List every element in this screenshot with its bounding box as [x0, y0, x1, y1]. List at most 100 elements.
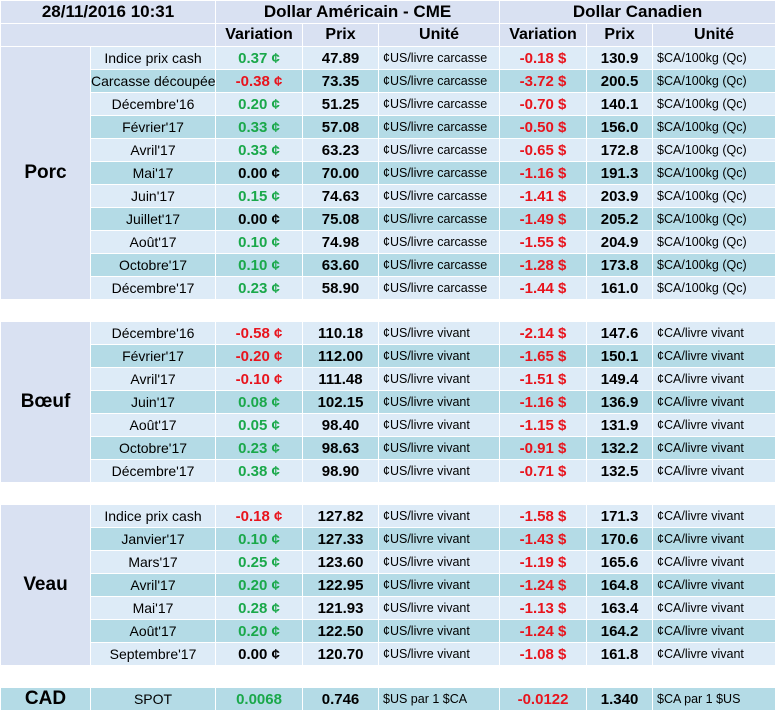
- table-row: Veau Indice prix cash -0.18 ¢ 127.82 ¢US/liv…: [0, 504, 775, 666]
- table-row: Avril'17 -0.10 ¢ 111.48 ¢US/livre vivant -1.…: [1, 367, 775, 391]
- cad-variation-header: Variation: [499, 23, 588, 47]
- cad-variation: -1.43 $: [499, 527, 588, 551]
- usd-unit: ¢US/livre carcasse: [378, 46, 501, 70]
- usd-price: 127.33: [302, 527, 380, 551]
- cad-variation: -0.50 $: [499, 115, 588, 139]
- cad-spot-row: CAD SPOT 0.0068 0.746 $US par 1 $CA -0.0122 1.…: [0, 687, 775, 711]
- usd-unit: ¢US/livre vivant: [378, 321, 501, 345]
- cad-price: 150.1: [586, 344, 654, 368]
- row-label: Octobre'17: [89, 436, 217, 460]
- usd-price: 63.60: [302, 253, 380, 277]
- group-separator: [0, 665, 775, 688]
- cad-variation: -1.24 $: [499, 619, 588, 643]
- table-row: Décembre'17 0.23 ¢ 58.90 ¢US/livre carcasse…: [1, 276, 775, 300]
- cad-price: 164.2: [586, 619, 654, 643]
- row-label: Octobre'17: [89, 253, 217, 277]
- usd-unit: ¢US/livre carcasse: [378, 276, 501, 300]
- row-label: Août'17: [89, 413, 217, 437]
- usd-section-title: Dollar Américain - CME: [215, 0, 501, 24]
- cad-unit: ¢CA/livre vivant: [652, 436, 775, 460]
- usd-unit: ¢US/livre carcasse: [378, 69, 501, 93]
- cad-price: 205.2: [586, 207, 654, 231]
- row-label: Février'17: [89, 115, 217, 139]
- usd-variation: 0.23 ¢: [215, 436, 304, 460]
- usd-price: 123.60: [302, 550, 380, 574]
- cad-price: 203.9: [586, 184, 654, 208]
- usd-unit: ¢US/livre carcasse: [378, 230, 501, 254]
- usd-price: 58.90: [302, 276, 380, 300]
- usd-variation: 0.00 ¢: [215, 207, 304, 231]
- cad-variation: -0.0122: [499, 687, 588, 711]
- usd-price: 74.98: [302, 230, 380, 254]
- usd-variation: 0.20 ¢: [215, 573, 304, 597]
- cad-unit: ¢CA/livre vivant: [652, 344, 775, 368]
- usd-variation: 0.10 ¢: [215, 527, 304, 551]
- usd-variation: 0.37 ¢: [215, 46, 304, 70]
- usd-price: 70.00: [302, 161, 380, 185]
- usd-price: 98.63: [302, 436, 380, 460]
- usd-price: 63.23: [302, 138, 380, 162]
- row-label: SPOT: [89, 687, 217, 711]
- usd-unit: ¢US/livre vivant: [378, 527, 501, 551]
- usd-unit: ¢US/livre vivant: [378, 459, 501, 483]
- cad-variation: -1.65 $: [499, 344, 588, 368]
- header-blank: [0, 23, 217, 47]
- usd-variation: 0.08 ¢: [215, 390, 304, 414]
- table-row: Août'17 0.10 ¢ 74.98 ¢US/livre carcasse -1.5…: [1, 230, 775, 254]
- usd-variation: 0.10 ¢: [215, 230, 304, 254]
- usd-price: 110.18: [302, 321, 380, 345]
- row-label: Février'17: [89, 344, 217, 368]
- table-row: Bœuf Décembre'16 -0.58 ¢ 110.18 ¢US/livre vi…: [0, 321, 775, 483]
- row-label: Mai'17: [89, 161, 217, 185]
- usd-unit: ¢US/livre carcasse: [378, 161, 501, 185]
- table-row: Décembre'17 0.38 ¢ 98.90 ¢US/livre vivant -0…: [1, 459, 775, 483]
- group-separator: [0, 299, 775, 322]
- cad-variation: -1.51 $: [499, 367, 588, 391]
- usd-price: 122.50: [302, 619, 380, 643]
- cad-unit: $CA/100kg (Qc): [652, 230, 775, 254]
- usd-unit: ¢US/livre vivant: [378, 642, 501, 666]
- cad-unit: ¢CA/livre vivant: [652, 504, 775, 528]
- usd-unit: ¢US/livre vivant: [378, 504, 501, 528]
- table-row: Juillet'17 0.00 ¢ 75.08 ¢US/livre carcasse -…: [1, 207, 775, 231]
- cad-variation: -1.28 $: [499, 253, 588, 277]
- usd-unit: ¢US/livre vivant: [378, 413, 501, 437]
- usd-unit: ¢US/livre carcasse: [378, 184, 501, 208]
- usd-unit: ¢US/livre vivant: [378, 344, 501, 368]
- usd-unit: ¢US/livre carcasse: [378, 207, 501, 231]
- usd-variation: 0.00 ¢: [215, 161, 304, 185]
- usd-variation: 0.33 ¢: [215, 138, 304, 162]
- usd-unit: ¢US/livre vivant: [378, 436, 501, 460]
- table-row: Août'17 0.20 ¢ 122.50 ¢US/livre vivant -1.24…: [1, 619, 775, 643]
- usd-variation: 0.38 ¢: [215, 459, 304, 483]
- table-row: Juin'17 0.15 ¢ 74.63 ¢US/livre carcasse -1.4…: [1, 184, 775, 208]
- usd-variation: 0.20 ¢: [215, 92, 304, 116]
- usd-unit: $US par 1 $CA: [378, 687, 501, 711]
- cad-price: 204.9: [586, 230, 654, 254]
- cad-unit: ¢CA/livre vivant: [652, 527, 775, 551]
- cad-variation: -2.14 $: [499, 321, 588, 345]
- usd-price: 98.90: [302, 459, 380, 483]
- usd-price: 98.40: [302, 413, 380, 437]
- row-label: Septembre'17: [89, 642, 217, 666]
- usd-price: 75.08: [302, 207, 380, 231]
- cad-unit: $CA/100kg (Qc): [652, 92, 775, 116]
- cad-price: 161.8: [586, 642, 654, 666]
- usd-price: 74.63: [302, 184, 380, 208]
- cad-price: 163.4: [586, 596, 654, 620]
- table-row: Janvier'17 0.10 ¢ 127.33 ¢US/livre vivant -1…: [1, 527, 775, 551]
- cad-unit: $CA/100kg (Qc): [652, 69, 775, 93]
- cad-variation: -1.13 $: [499, 596, 588, 620]
- row-label: Mai'17: [89, 596, 217, 620]
- table-row: Avril'17 0.20 ¢ 122.95 ¢US/livre vivant -1.2…: [1, 573, 775, 597]
- row-label: Avril'17: [89, 573, 217, 597]
- cad-variation: -1.58 $: [499, 504, 588, 528]
- cad-price: 173.8: [586, 253, 654, 277]
- usd-variation: -0.18 ¢: [215, 504, 304, 528]
- table-row: Février'17 0.33 ¢ 57.08 ¢US/livre carcasse -…: [1, 115, 775, 139]
- usd-price: 111.48: [302, 367, 380, 391]
- cad-price: 156.0: [586, 115, 654, 139]
- usd-variation: 0.20 ¢: [215, 619, 304, 643]
- usd-unit: ¢US/livre vivant: [378, 367, 501, 391]
